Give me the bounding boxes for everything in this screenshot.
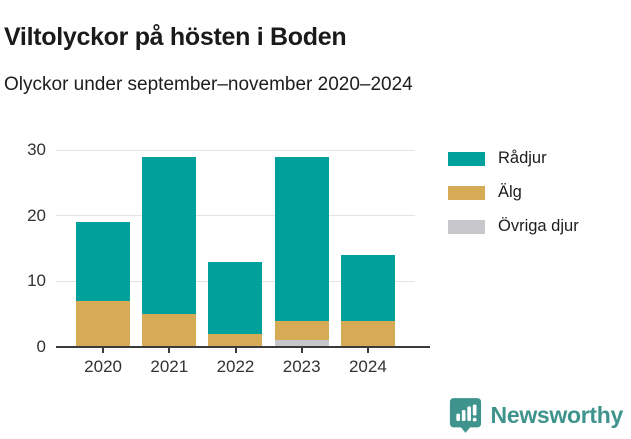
bar-segment--vriga-djur: [274, 340, 329, 347]
page-subtitle: Olyckor under september–november 2020–20…: [4, 74, 413, 95]
legend-label: Älg: [498, 183, 522, 201]
x-axis-tick: [234, 348, 237, 353]
legend-label: Övriga djur: [498, 217, 579, 235]
x-axis-tick-label: 2020: [84, 357, 122, 376]
plot-area: [56, 149, 415, 347]
newsworthy-wordmark: Newsworthy: [490, 402, 624, 428]
legend-swatch-icon: [448, 151, 485, 166]
bar-column-2022: [208, 261, 263, 347]
y-axis-tick-label: 0: [36, 337, 46, 356]
bar-column-2020: [76, 222, 131, 347]
y-axis-tick-label: 30: [27, 140, 46, 159]
bar-slot-2024: [335, 150, 401, 347]
y-axis-tick-label: 20: [27, 205, 46, 225]
bar-slot-2020: [70, 150, 136, 347]
newsworthy-logo-link[interactable]: Newsworthy: [449, 397, 623, 434]
x-axis-line: [56, 346, 430, 348]
legend: Rådjur Älg Övriga djur: [448, 149, 579, 251]
x-axis-tick: [168, 348, 171, 353]
newsworthy-badge-icon: [449, 397, 482, 434]
legend-item-r-djur: Rådjur: [448, 149, 579, 168]
bar-segment--lg: [340, 320, 395, 347]
bar-column-2024: [340, 255, 395, 347]
legend-swatch-icon: [448, 185, 485, 200]
gridline-y-30: [56, 149, 415, 151]
bar-segment-r-djur: [274, 156, 329, 321]
bar-segment-r-djur: [208, 261, 263, 334]
stacked-bar-chart: Rådjur Älg Övriga djur 0 10 20 30 2020 2021 2022…: [0, 133, 631, 398]
x-axis-tick-label: 2023: [282, 357, 321, 376]
bar-column-2021: [142, 156, 197, 347]
bar-segment--lg: [76, 301, 131, 347]
x-axis-tick: [102, 348, 105, 353]
x-axis-tick-label: 2021: [150, 357, 189, 376]
bar-slot-2022: [202, 150, 268, 347]
bar-segment--lg: [274, 320, 329, 341]
x-axis-tick: [366, 348, 369, 353]
gridline-y-20: [56, 215, 415, 217]
y-axis-tick-label: 10: [27, 271, 46, 291]
bar-slot-2023: [269, 150, 335, 347]
x-axis-tick: [300, 348, 303, 353]
bar-column-2023: [274, 156, 329, 347]
x-axis-tick-label: 2024: [348, 357, 387, 376]
bar-slot-2021: [136, 150, 202, 347]
bar-segment--lg: [142, 314, 197, 347]
bar-segment--lg: [208, 333, 263, 347]
page-title: Viltolyckor på hösten i Boden: [4, 22, 347, 51]
legend-item--vriga-djur: Övriga djur: [448, 217, 579, 236]
legend-label: Rådjur: [498, 149, 547, 167]
legend-item--lg: Älg: [448, 183, 579, 202]
bar-segment-r-djur: [76, 222, 131, 302]
legend-swatch-icon: [448, 219, 485, 234]
bar-segment-r-djur: [340, 255, 395, 321]
x-axis-tick-label: 2022: [216, 357, 255, 376]
bar-segment-r-djur: [142, 156, 197, 315]
